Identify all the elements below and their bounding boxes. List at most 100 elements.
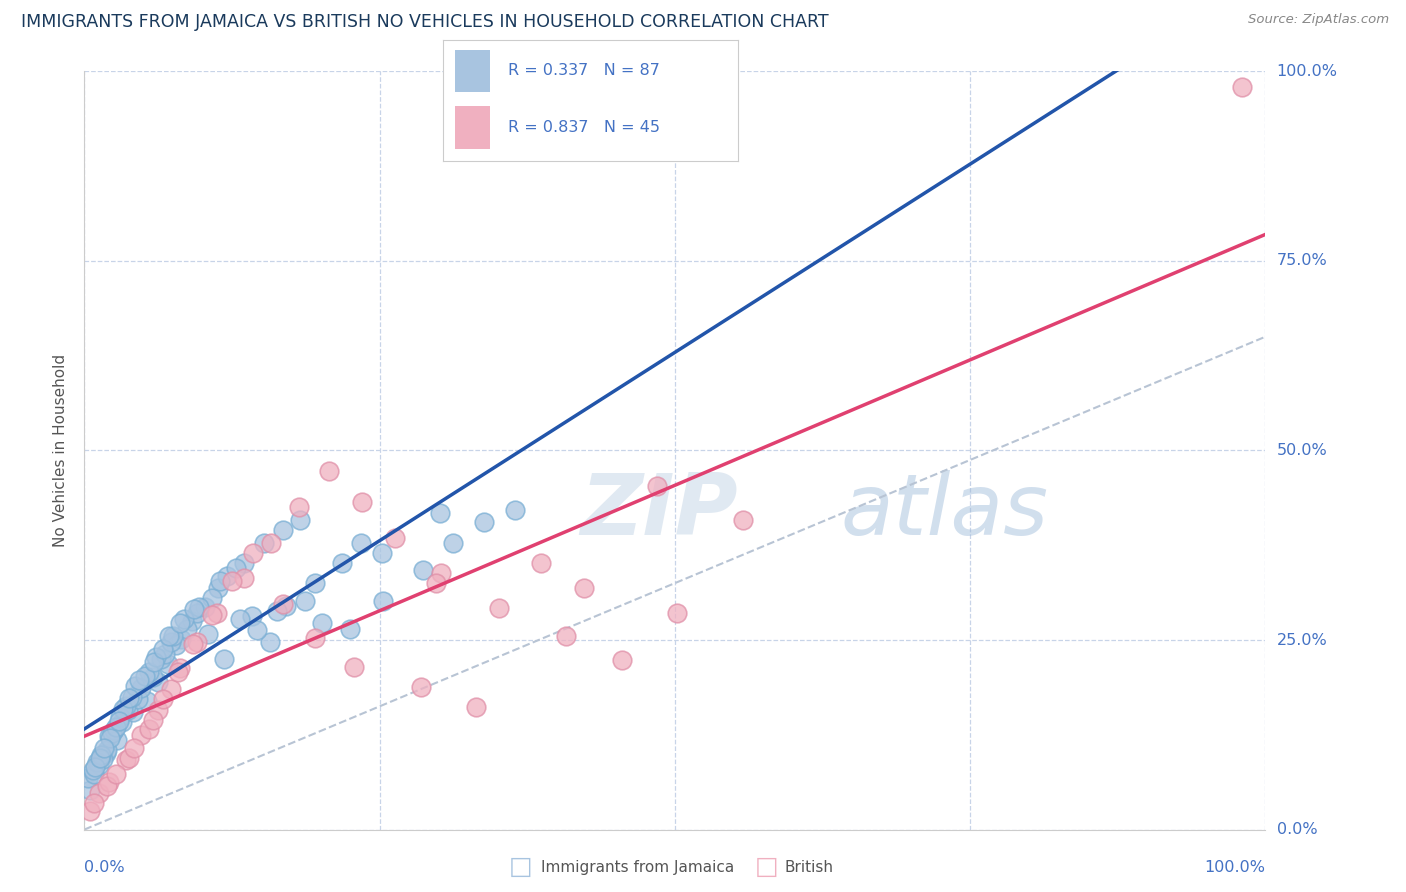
- Point: [112, 702, 135, 716]
- Point: [129, 681, 152, 695]
- Point: [79, 804, 101, 818]
- Text: British: British: [785, 860, 834, 874]
- Point: [225, 561, 247, 575]
- Point: [114, 753, 136, 767]
- Text: IMMIGRANTS FROM JAMAICA VS BRITISH NO VEHICLES IN HOUSEHOLD CORRELATION CHART: IMMIGRANTS FROM JAMAICA VS BRITISH NO VE…: [21, 13, 828, 31]
- Point: [373, 594, 395, 608]
- Text: 100.0%: 100.0%: [1277, 64, 1337, 78]
- Point: [266, 604, 288, 618]
- Point: [181, 637, 204, 651]
- Point: [105, 720, 128, 734]
- Point: [666, 607, 689, 621]
- Point: [304, 576, 326, 591]
- Point: [430, 566, 453, 581]
- Point: [201, 591, 224, 606]
- Point: [152, 642, 174, 657]
- Text: □: □: [755, 855, 778, 879]
- Point: [645, 479, 668, 493]
- Point: [384, 531, 406, 545]
- Point: [121, 690, 143, 704]
- Point: [103, 723, 125, 738]
- Point: [173, 612, 195, 626]
- Point: [169, 616, 191, 631]
- Point: [205, 607, 228, 621]
- Point: [209, 574, 232, 588]
- Point: [128, 673, 150, 688]
- Point: [217, 568, 239, 582]
- Point: [350, 495, 373, 509]
- Point: [83, 796, 105, 810]
- Point: [114, 698, 136, 713]
- Text: ZIP: ZIP: [581, 469, 738, 553]
- Point: [232, 556, 254, 570]
- Point: [105, 767, 128, 781]
- Point: [212, 652, 235, 666]
- Point: [84, 760, 107, 774]
- Point: [294, 593, 316, 607]
- Point: [339, 622, 361, 636]
- Point: [124, 679, 146, 693]
- Point: [87, 786, 110, 800]
- Point: [142, 670, 165, 684]
- Text: 50.0%: 50.0%: [1277, 443, 1327, 458]
- Text: Immigrants from Jamaica: Immigrants from Jamaica: [541, 860, 734, 874]
- Point: [488, 601, 510, 615]
- Point: [169, 661, 191, 675]
- Point: [127, 692, 149, 706]
- Point: [318, 464, 340, 478]
- Point: [129, 728, 152, 742]
- Point: [232, 571, 254, 585]
- Point: [259, 634, 281, 648]
- Point: [311, 615, 333, 630]
- Point: [98, 729, 121, 743]
- Point: [152, 692, 174, 706]
- Point: [82, 764, 104, 778]
- Point: [425, 576, 447, 591]
- Point: [240, 608, 263, 623]
- Point: [260, 536, 283, 550]
- Point: [176, 622, 198, 636]
- Point: [276, 599, 298, 613]
- Point: [201, 607, 224, 622]
- Point: [166, 665, 188, 679]
- Point: [157, 657, 180, 672]
- Point: [429, 506, 451, 520]
- Text: □: □: [509, 855, 531, 879]
- Point: [138, 665, 160, 679]
- Text: 25.0%: 25.0%: [1277, 632, 1327, 648]
- Point: [89, 750, 111, 764]
- Point: [108, 710, 131, 724]
- Point: [91, 749, 114, 764]
- Point: [271, 597, 294, 611]
- Point: [187, 600, 209, 615]
- Point: [143, 655, 166, 669]
- Point: [610, 653, 633, 667]
- Point: [186, 634, 208, 648]
- Text: atlas: atlas: [841, 469, 1049, 553]
- FancyBboxPatch shape: [454, 50, 491, 92]
- Point: [117, 703, 139, 717]
- Point: [555, 629, 578, 643]
- Point: [253, 536, 276, 550]
- Point: [246, 623, 269, 637]
- Point: [83, 767, 105, 781]
- Point: [186, 607, 208, 621]
- Text: R = 0.837   N = 45: R = 0.837 N = 45: [508, 120, 659, 135]
- Point: [505, 503, 527, 517]
- Point: [138, 723, 160, 737]
- Point: [409, 680, 432, 694]
- Point: [288, 500, 311, 515]
- FancyBboxPatch shape: [454, 106, 491, 149]
- Text: R = 0.337   N = 87: R = 0.337 N = 87: [508, 63, 659, 78]
- Point: [79, 783, 101, 797]
- Point: [304, 631, 326, 645]
- Point: [229, 612, 252, 626]
- Point: [180, 614, 202, 628]
- Point: [371, 546, 394, 560]
- Point: [90, 748, 112, 763]
- Point: [98, 774, 121, 789]
- Point: [118, 750, 141, 764]
- Point: [242, 546, 264, 560]
- Point: [93, 740, 115, 755]
- Point: [150, 652, 173, 666]
